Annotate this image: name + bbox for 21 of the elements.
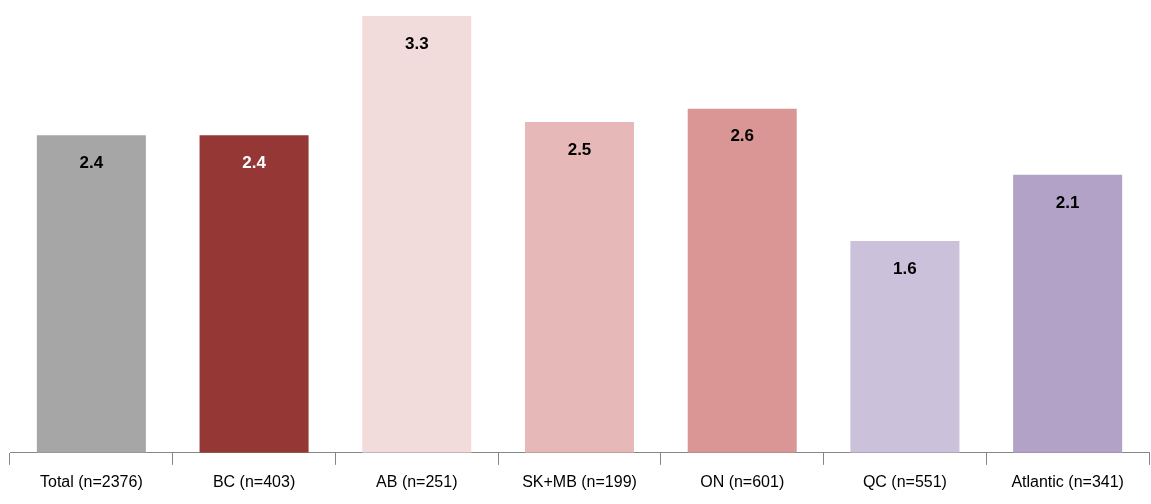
- bar: [1013, 174, 1123, 453]
- data-label: 2.4: [79, 152, 104, 172]
- x-tick-label: Atlantic (n=341): [1011, 472, 1124, 490]
- x-tick-label: ON (n=601): [700, 472, 785, 490]
- x-tick-label: Total (n=2376): [39, 472, 143, 490]
- data-label: 1.6: [893, 258, 917, 278]
- x-tick-label: QC (n=551): [862, 472, 947, 490]
- data-label: 3.3: [404, 33, 429, 53]
- data-label: 2.6: [730, 126, 755, 146]
- x-tick-label: SK+MB (n=199): [522, 472, 637, 490]
- bar: [850, 241, 960, 453]
- data-label: 2.1: [1055, 192, 1080, 212]
- bar: [524, 121, 635, 453]
- bar: [687, 108, 797, 453]
- bar: [199, 135, 309, 453]
- x-tick-label: BC (n=403): [212, 472, 296, 490]
- bar: [362, 16, 472, 453]
- bar: [36, 135, 146, 453]
- x-tick-label: AB (n=251): [376, 472, 458, 490]
- data-label: 2.5: [567, 139, 592, 159]
- data-label: 2.4: [242, 152, 267, 172]
